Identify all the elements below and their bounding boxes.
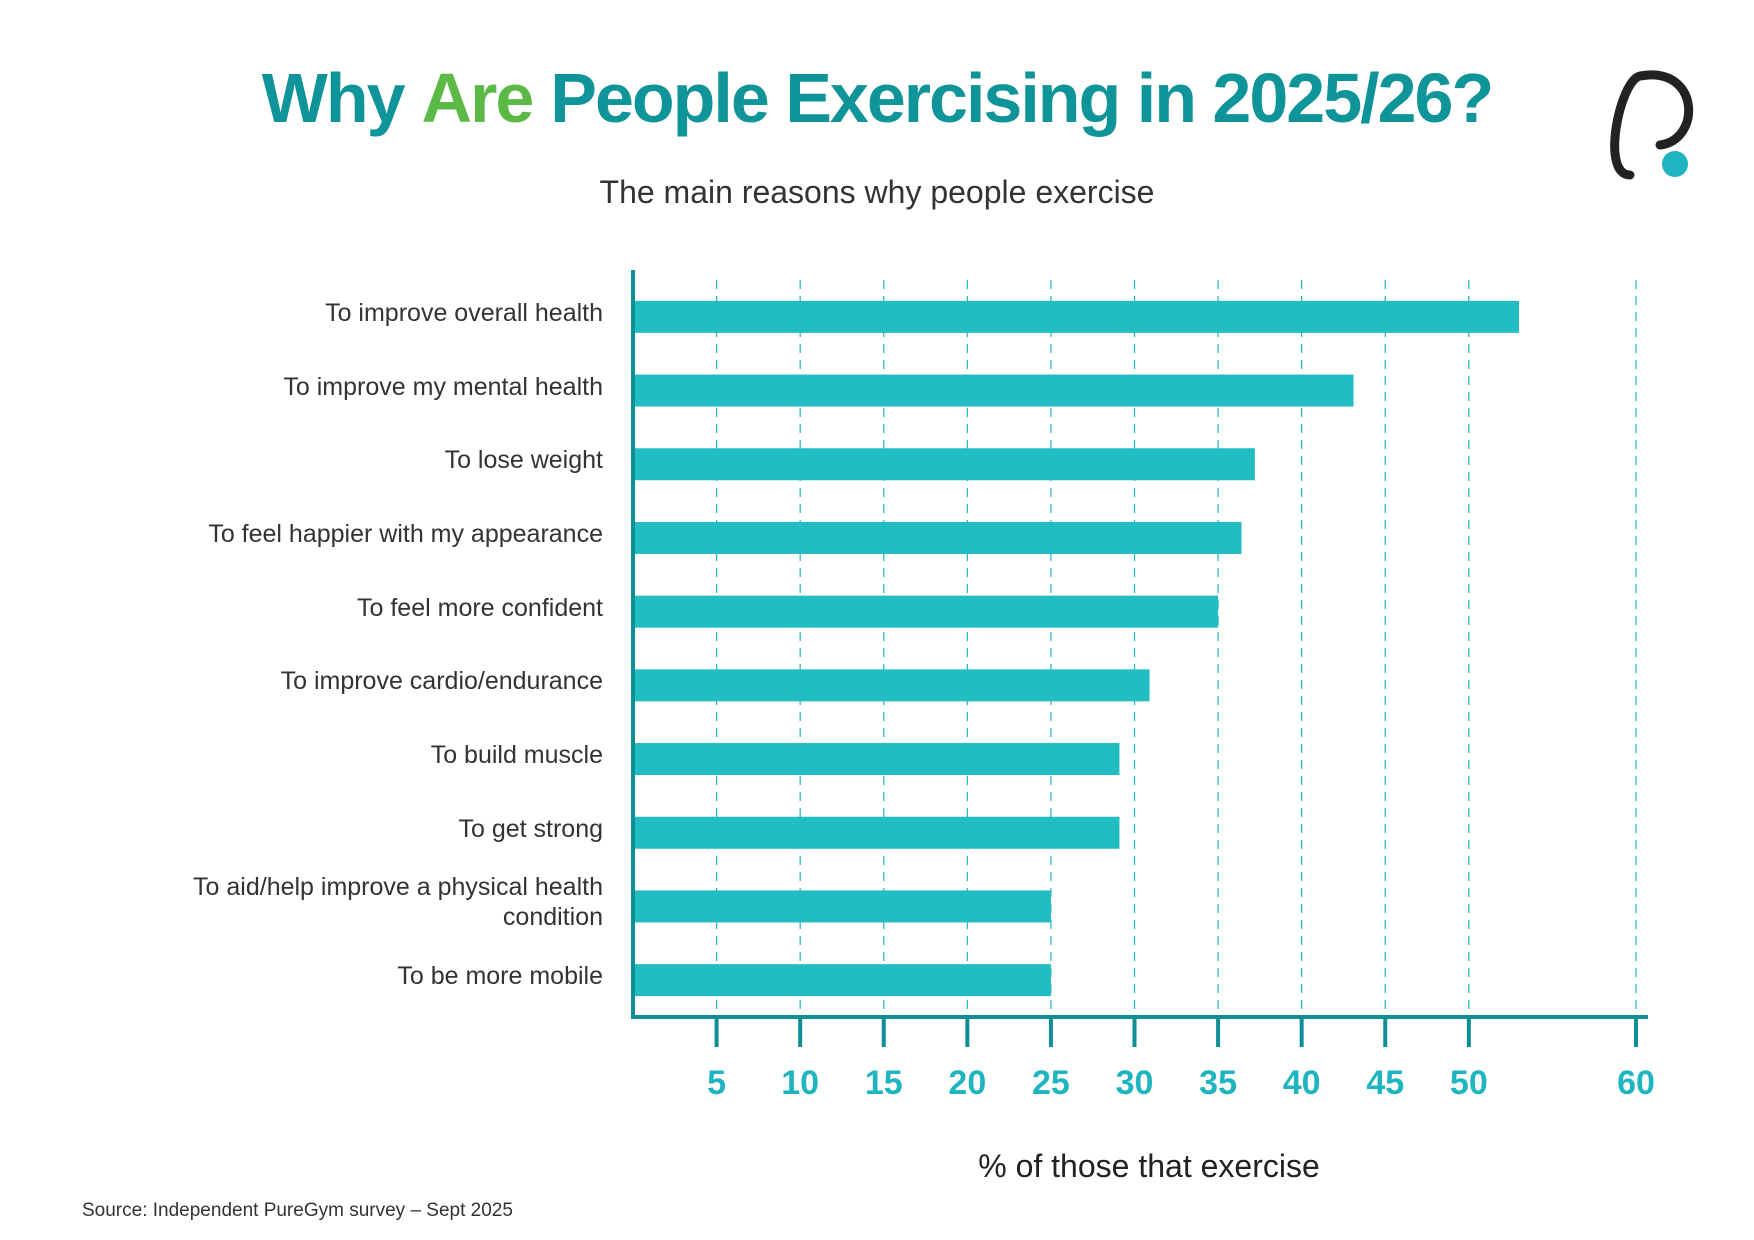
chart-subtitle: The main reasons why people exercise [599, 174, 1155, 210]
bar [633, 743, 1120, 776]
y-tick-label: To improve my mental health [283, 372, 603, 401]
y-tick-label: To feel more confident [357, 593, 603, 622]
bar [633, 521, 1242, 554]
title-part: Are [421, 59, 535, 137]
y-tick-label: To be more mobile [397, 962, 603, 991]
bar [633, 374, 1354, 407]
bar [633, 595, 1219, 628]
bar [633, 816, 1120, 849]
bar [633, 964, 1051, 997]
y-tick-label: To improve overall health [325, 298, 603, 327]
x-tick-label: 30 [1116, 1064, 1154, 1102]
x-tick-label: 25 [1032, 1064, 1070, 1102]
x-tick-label: 40 [1283, 1064, 1321, 1102]
logo-dot [1662, 151, 1688, 177]
x-tick-label: 20 [948, 1064, 986, 1102]
y-tick-label: To lose weight [444, 446, 603, 475]
y-tick-label: To aid/help improve a physical health co… [193, 873, 603, 932]
source-note: Source: Independent PureGym survey – Sep… [82, 1200, 513, 1221]
y-tick-label: To improve cardio/endurance [280, 667, 603, 696]
x-tick-label: 10 [781, 1064, 819, 1102]
y-tick-label: To get strong [458, 814, 603, 843]
x-tick-label: 50 [1450, 1064, 1488, 1102]
bar [633, 890, 1051, 923]
bar [633, 669, 1150, 702]
x-tick-label: 5 [707, 1064, 726, 1102]
title-part: Why [261, 59, 406, 137]
x-tick-label: 60 [1617, 1064, 1655, 1102]
y-tick-label: To build muscle [430, 741, 603, 770]
x-tick-label: 15 [865, 1064, 903, 1102]
x-tick-label: 45 [1366, 1064, 1404, 1102]
logo [1610, 70, 1694, 180]
title-part: People Exercising in 2025/26? [550, 59, 1494, 137]
x-axis-label: % of those that exercise [978, 1148, 1320, 1184]
y-tick-label: To feel happier with my appearance [208, 519, 603, 548]
bar [633, 300, 1519, 333]
bar [633, 448, 1255, 481]
logo-stroke [1610, 70, 1694, 180]
x-tick-label: 35 [1199, 1064, 1237, 1102]
chart-title: Why Are People Exercising in 2025/26? [0, 58, 1754, 138]
